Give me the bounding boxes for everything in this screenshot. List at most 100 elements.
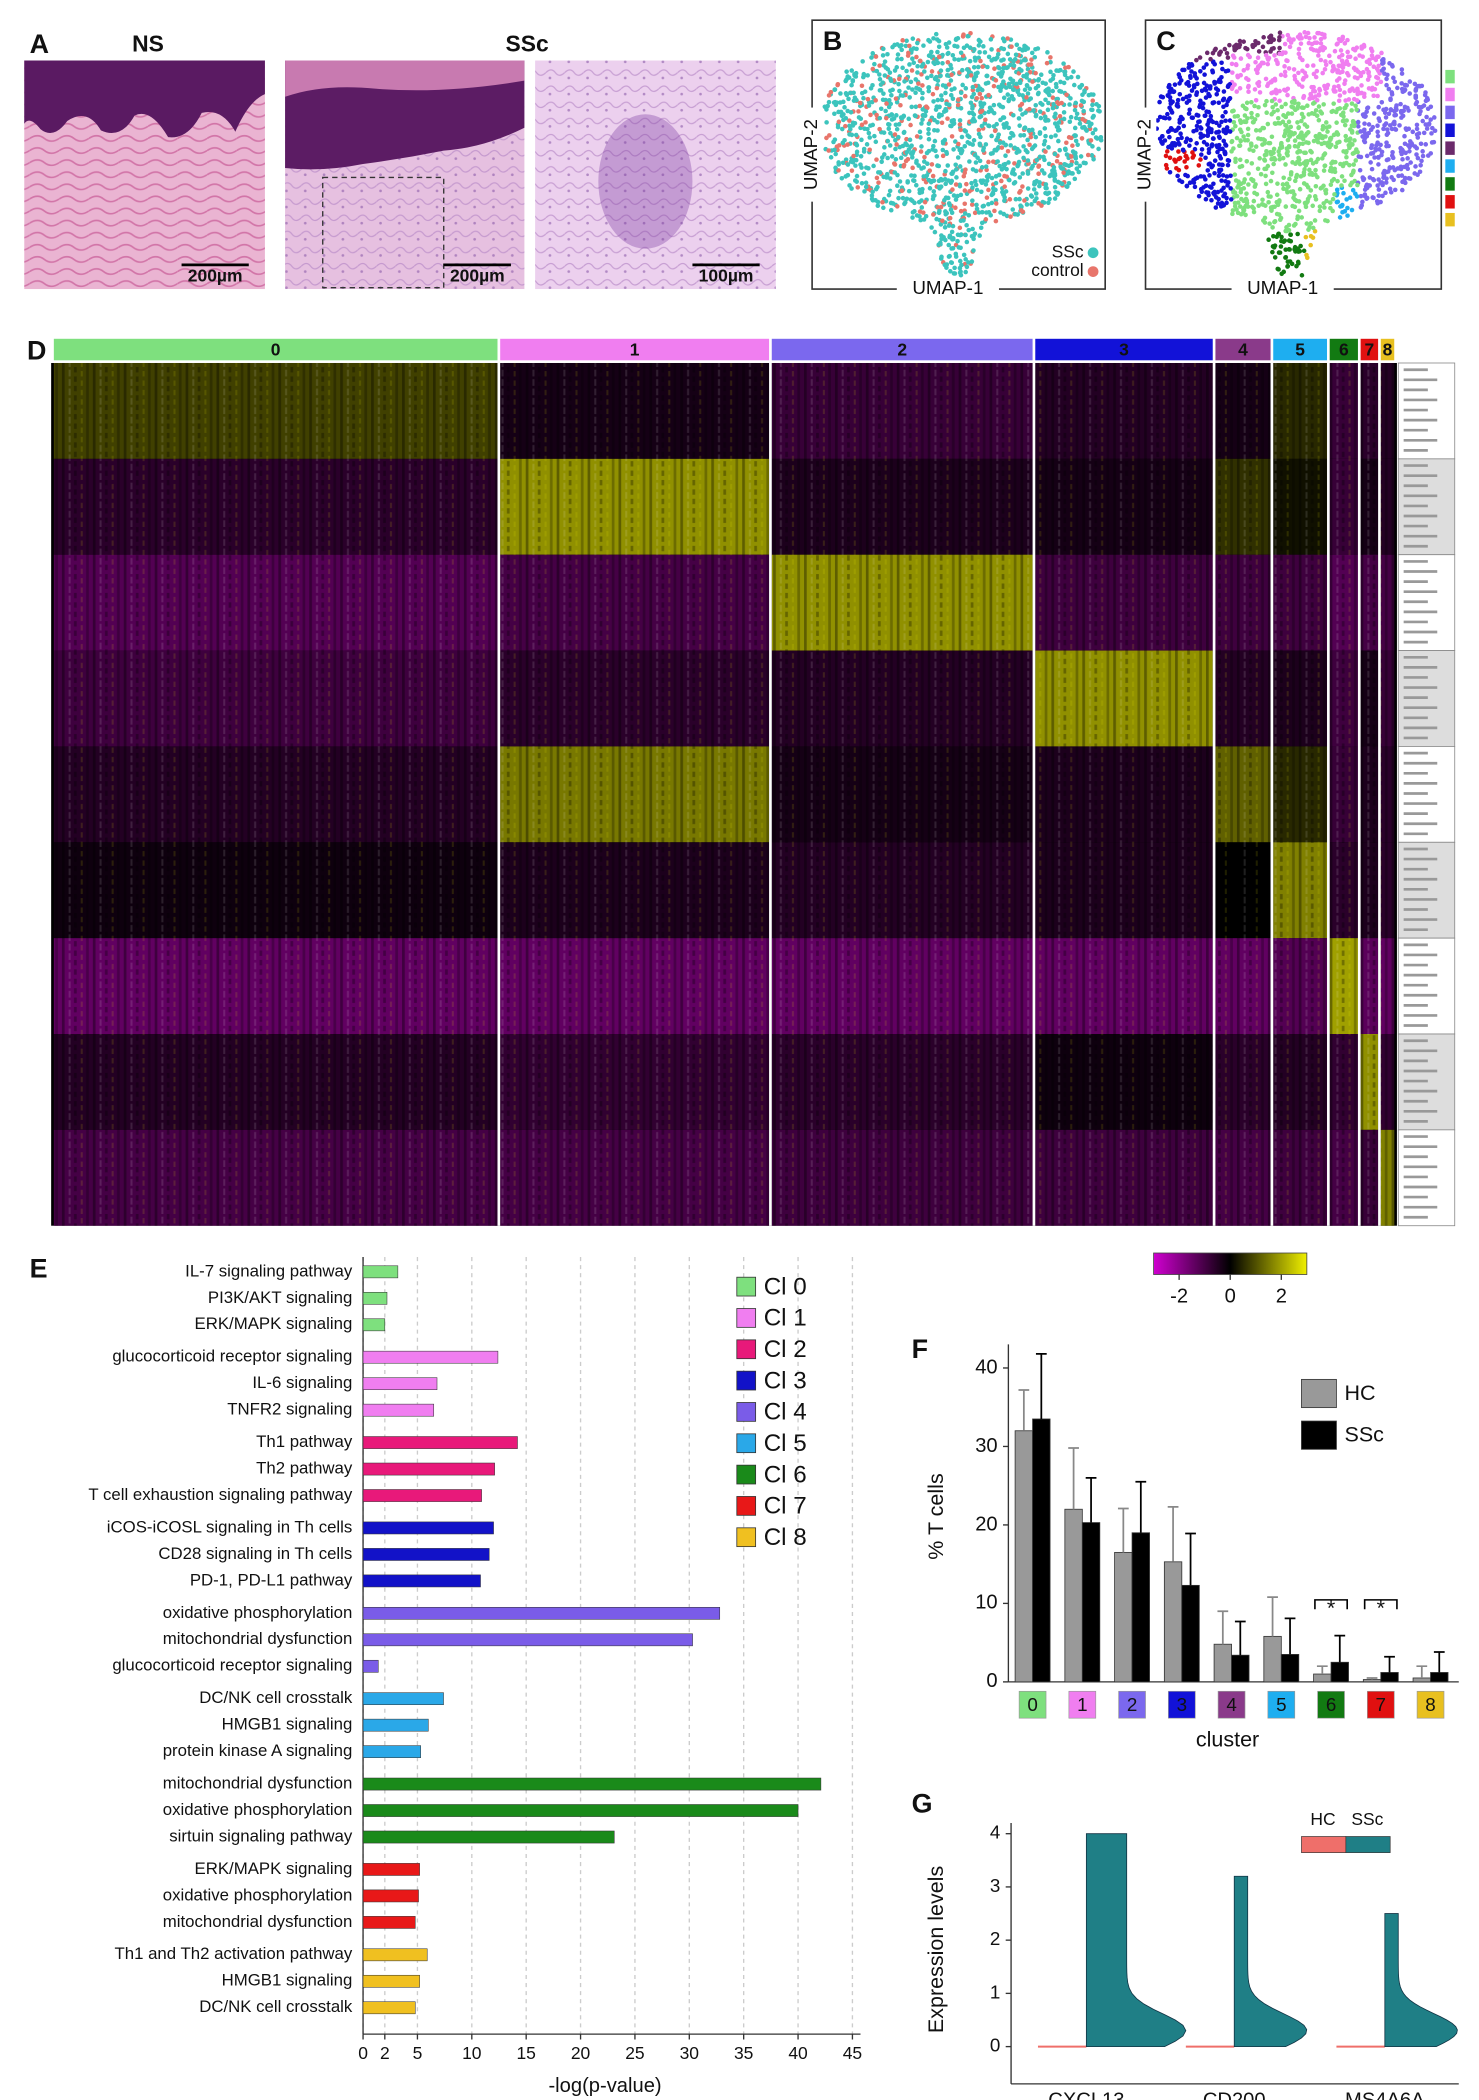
umap-texture-dot [836,110,841,115]
umap-texture-dot [1374,143,1379,148]
umap-texture-dot [1429,104,1434,109]
umap-texture-dot [1001,192,1006,197]
umap-texture-dot [1277,89,1282,94]
umap-texture-dot [1042,158,1047,163]
umap-texture-dot [1031,108,1036,113]
umap-texture-dot [1261,61,1266,66]
umap-texture-dot [1338,204,1343,209]
umap-texture-dot [1405,163,1410,168]
umap-texture-dot [906,53,911,58]
umap-texture-dot [1358,168,1363,173]
bar [1065,1509,1082,1682]
umap-texture-dot [1287,120,1292,125]
umap-texture-dot [1251,120,1256,125]
scale-label: 200µm [450,266,505,286]
umap-texture-dot [1246,171,1251,176]
umap-texture-dot [1392,113,1397,118]
x-tick-label: 5 [1276,1694,1286,1715]
umap-texture-dot [1255,71,1260,76]
umap-texture-dot [910,215,915,220]
umap-texture-dot [1277,35,1282,40]
umap-texture-dot [1399,152,1404,157]
umap-texture-dot [1290,262,1295,267]
umap-texture-dot [1198,131,1203,136]
umap-texture-dot [1200,147,1205,152]
umap-texture-dot [1006,160,1011,165]
umap-texture-dot [1079,154,1084,159]
umap-texture-dot [1202,72,1207,77]
cluster-label: 8 [1383,340,1393,360]
umap-texture-dot [1323,59,1328,64]
umap-texture-dot [977,132,982,137]
umap-texture-dot [1222,96,1227,101]
umap-texture-dot [1246,85,1251,90]
umap-texture-dot [1419,159,1424,164]
umap-texture-dot [986,93,991,98]
legend-label: HC [1344,1381,1375,1405]
umap-texture-dot [1053,185,1058,190]
umap-texture-dot [978,143,983,148]
umap-texture-dot [944,265,949,270]
umap-texture-dot [1253,60,1258,65]
cluster-label: 7 [1365,340,1375,360]
umap-texture-dot [913,113,918,118]
umap-texture-dot [1173,82,1178,87]
umap-texture-dot [1235,136,1240,141]
umap-texture-dot [1230,139,1235,144]
umap-texture-dot [1043,126,1048,131]
umap-texture-dot [836,160,841,165]
umap-texture-dot [894,65,899,70]
umap-texture-dot [1174,128,1179,133]
umap-texture-dot [1371,151,1376,156]
cluster-label: 4 [1238,340,1248,360]
umap-texture-dot [1034,179,1039,184]
umap-texture-dot [1342,178,1347,183]
umap-texture-dot [1415,127,1420,132]
umap-texture-dot [943,169,948,174]
umap-texture-dot [1002,96,1007,101]
umap-texture-dot [1065,76,1070,81]
bar [1232,1655,1249,1682]
umap-texture-dot [829,155,834,160]
umap-texture-dot [1164,154,1169,159]
umap-texture-dot [1216,201,1221,206]
legend-label: Cl 3 [764,1367,807,1394]
umap-texture-dot [1220,67,1225,72]
umap-texture-dot [1317,118,1322,123]
umap-texture-dot [1238,165,1243,170]
umap-texture-dot [1383,191,1388,196]
umap-texture-dot [832,87,837,92]
umap-texture-dot [1002,115,1007,120]
cluster-label: 1 [630,340,640,360]
umap-texture-dot [1000,145,1005,150]
umap-texture-dot [832,148,837,153]
umap-texture-dot [1082,88,1087,93]
umap-texture-dot [951,96,956,101]
x-axis-label: UMAP-1 [912,277,983,298]
umap-texture-dot [864,165,869,170]
y-tick-label: oxidative phosphorylation [163,1603,353,1622]
umap-texture-dot [1307,225,1312,230]
umap-texture-dot [971,248,976,253]
legend-label: Cl 2 [764,1336,807,1363]
umap-texture-dot [940,218,945,223]
umap-texture-dot [1007,97,1012,102]
umap-texture-dot [916,81,921,86]
umap-texture-dot [908,123,913,128]
umap-texture-dot [1284,123,1289,128]
umap-texture-dot [1064,184,1069,189]
umap-texture-dot [1017,160,1022,165]
umap-texture-dot [1321,184,1326,189]
umap-texture-dot [1002,174,1007,179]
umap-texture-dot [1269,91,1274,96]
legend-swatch [1445,159,1454,172]
umap-texture-dot [898,179,903,184]
umap-texture-dot [1181,97,1186,102]
x-tick-label: 40 [788,2043,808,2063]
umap-texture-dot [1335,70,1340,75]
panel-label: E [30,1254,48,1284]
umap-texture-dot [1283,50,1288,55]
legend-swatch [1445,106,1454,119]
umap-texture-dot [1205,142,1210,147]
umap-texture-dot [901,196,906,201]
